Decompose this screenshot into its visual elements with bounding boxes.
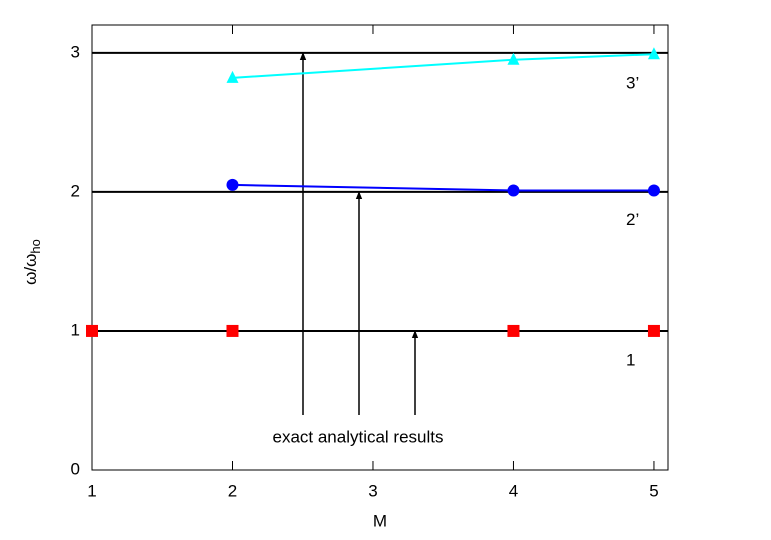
y-tick-label: 2 bbox=[71, 181, 80, 200]
marker-square bbox=[647, 324, 660, 337]
x-axis-label: M bbox=[373, 511, 387, 530]
y-label-sub: ho bbox=[28, 239, 43, 253]
marker-square bbox=[86, 324, 98, 337]
marker-triangle bbox=[647, 47, 660, 60]
series-label: 3’ bbox=[626, 74, 639, 93]
marker-square bbox=[226, 324, 239, 337]
x-tick-label: 3 bbox=[368, 481, 377, 500]
marker-circle bbox=[507, 184, 520, 197]
plot-frame bbox=[91, 24, 669, 471]
series-line bbox=[232, 183, 654, 192]
y-tick-label: 3 bbox=[71, 42, 80, 61]
x-tick-label: 5 bbox=[649, 481, 658, 500]
y-tick-label: 1 bbox=[71, 320, 80, 339]
x-tick-label: 4 bbox=[509, 481, 518, 500]
series-label: 2’ bbox=[626, 210, 639, 229]
marker-circle bbox=[647, 184, 660, 197]
marker-triangle bbox=[507, 52, 520, 65]
y-tick-label: 0 bbox=[71, 459, 80, 478]
marker-circle bbox=[226, 178, 239, 191]
y-axis-label: ω/ωho bbox=[21, 239, 43, 285]
annotation: exact analytical results bbox=[272, 427, 443, 446]
series-line bbox=[232, 53, 654, 79]
x-tick-label: 1 bbox=[87, 481, 96, 500]
series-label: 1 bbox=[626, 350, 635, 369]
marker-triangle bbox=[226, 70, 239, 83]
marker-square bbox=[507, 324, 520, 337]
y-label-main: ω/ω bbox=[21, 254, 40, 285]
x-tick-label: 2 bbox=[228, 481, 237, 500]
